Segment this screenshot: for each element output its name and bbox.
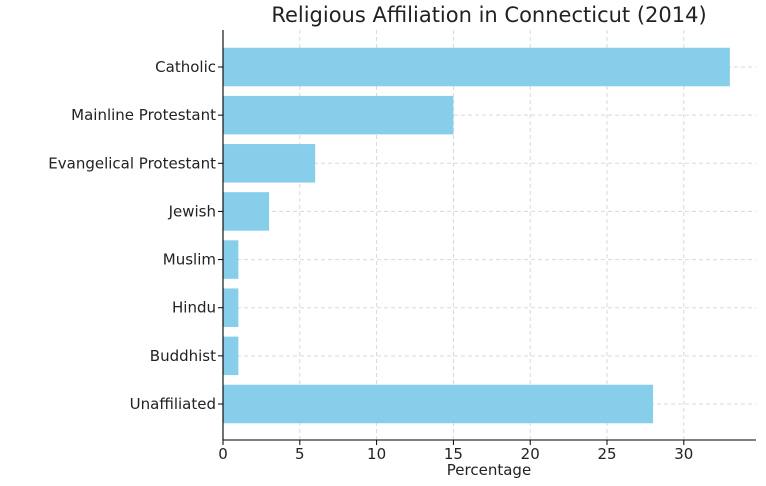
y-ticks: Catholic Mainline Protestant Evangelical P… xyxy=(48,58,223,413)
bar-jewish xyxy=(223,192,270,231)
bar-buddhist xyxy=(223,336,239,376)
bar-evangelical-protestant xyxy=(223,144,316,183)
y-tick-label: Muslim xyxy=(163,251,216,269)
x-tick-label: 30 xyxy=(674,445,693,463)
axes xyxy=(222,30,756,441)
y-tick-label: Hindu xyxy=(172,299,216,317)
y-tick-label: Catholic xyxy=(155,58,216,76)
bars xyxy=(223,47,730,424)
x-ticks: 0 5 10 15 20 25 30 xyxy=(218,440,693,463)
y-tick-label: Evangelical Protestant xyxy=(48,154,216,172)
x-tick-label: 5 xyxy=(295,445,305,463)
x-tick-label: 25 xyxy=(597,445,616,463)
chart-title: Religious Affiliation in Connecticut (20… xyxy=(271,3,706,27)
grid xyxy=(222,30,756,440)
bar-unaffiliated xyxy=(223,384,654,424)
y-tick-label: Mainline Protestant xyxy=(71,106,216,124)
y-tick-label: Buddhist xyxy=(150,347,216,365)
x-axis-label: Percentage xyxy=(447,461,531,479)
x-tick-label: 15 xyxy=(444,445,463,463)
bar-muslim xyxy=(223,240,239,279)
bar-mainline-protestant xyxy=(223,95,454,135)
bar-hindu xyxy=(223,288,239,327)
y-tick-label: Unaffiliated xyxy=(130,395,216,413)
x-tick-label: 20 xyxy=(521,445,540,463)
bar-catholic xyxy=(223,47,730,87)
y-tick-label: Jewish xyxy=(168,202,216,220)
x-tick-label: 10 xyxy=(367,445,386,463)
x-tick-label: 0 xyxy=(218,445,228,463)
